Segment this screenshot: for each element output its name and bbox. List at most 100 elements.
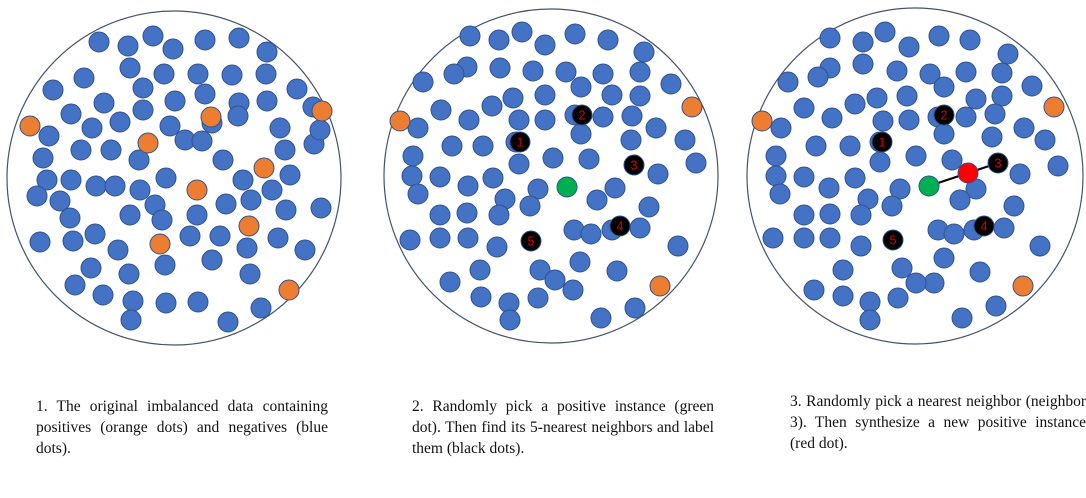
negative-dot-blue xyxy=(107,239,129,261)
negative-dot-blue xyxy=(187,291,209,313)
negative-dot-blue xyxy=(886,60,908,82)
negative-dot-blue xyxy=(1009,163,1031,185)
negative-dot-blue xyxy=(889,178,911,200)
negative-dot-blue xyxy=(120,309,142,331)
negative-dot-blue xyxy=(488,204,510,226)
negative-dot-blue xyxy=(1047,155,1069,177)
negative-dot-blue xyxy=(844,93,866,115)
negative-dot-blue xyxy=(85,175,107,197)
negative-dot-blue xyxy=(919,63,941,85)
positive-dot-orange xyxy=(1043,96,1065,118)
negative-dot-blue xyxy=(1003,195,1025,217)
panel-original-data xyxy=(6,10,342,346)
negative-dot-blue xyxy=(805,135,827,157)
negative-dot-blue xyxy=(928,25,950,47)
negative-dot-blue xyxy=(109,111,131,133)
negative-dot-blue xyxy=(869,151,891,173)
negative-dot-blue xyxy=(29,231,51,253)
neighbor-label: 3 xyxy=(631,159,638,173)
negative-dot-blue xyxy=(943,223,965,245)
caption-step-2: 2. Randomly pick a positive instance (gr… xyxy=(412,398,714,457)
negative-dot-blue xyxy=(430,99,452,121)
negative-dot-blue xyxy=(470,286,492,308)
negative-dot-blue xyxy=(153,63,175,85)
neighbor-label: 4 xyxy=(617,220,624,234)
negative-dot-blue xyxy=(629,85,651,107)
negative-dot-blue xyxy=(542,147,564,169)
negative-dot-blue xyxy=(236,237,258,259)
negative-dot-blue xyxy=(62,230,84,252)
positive-dot-orange xyxy=(238,215,260,237)
negative-dot-blue xyxy=(104,175,126,197)
positive-dot-orange xyxy=(649,275,671,297)
negative-dot-blue xyxy=(142,25,164,47)
negative-dot-blue xyxy=(310,197,332,219)
negative-dot-blue xyxy=(991,62,1013,84)
positive-dot-orange xyxy=(186,179,208,201)
sample-space-circle xyxy=(746,7,1084,345)
neighbor-label: 2 xyxy=(579,109,586,123)
negative-dot-blue xyxy=(128,149,150,171)
positive-dot-orange xyxy=(389,110,411,132)
negative-dot-blue xyxy=(544,269,566,291)
negative-dot-blue xyxy=(508,153,530,175)
negative-dot-blue xyxy=(592,63,614,85)
negative-dot-blue xyxy=(443,63,465,85)
positive-dot-orange xyxy=(137,132,159,154)
negative-dot-blue xyxy=(818,177,840,199)
positive-dot-orange xyxy=(200,106,222,128)
negative-dot-blue xyxy=(159,115,181,137)
negative-dot-blue xyxy=(905,145,927,167)
negative-dot-blue xyxy=(457,227,479,249)
neighbor-label: 2 xyxy=(941,109,948,123)
negative-dot-blue xyxy=(36,169,58,191)
neighbor-dot-black xyxy=(623,154,645,176)
negative-dot-blue xyxy=(407,183,429,205)
neighbor-dot-black xyxy=(987,152,1009,174)
negative-dot-blue xyxy=(129,179,151,201)
negative-dot-blue xyxy=(832,259,854,281)
negative-dot-blue xyxy=(194,29,216,51)
negative-dot-blue xyxy=(1013,117,1035,139)
negative-dot-blue xyxy=(629,217,651,239)
negative-dot-blue xyxy=(621,105,643,127)
negative-dot-blue xyxy=(92,284,114,306)
negative-dot-blue xyxy=(482,167,504,189)
negative-dot-blue xyxy=(951,307,973,329)
negative-dot-blue xyxy=(534,34,556,56)
negative-dot-blue xyxy=(42,79,64,101)
negative-dot-blue xyxy=(186,204,208,226)
neighbor-dot-black xyxy=(973,215,995,237)
positive-dot-orange xyxy=(751,110,773,132)
neighbor-label: 1 xyxy=(517,136,524,150)
neighbor-dot-black xyxy=(609,215,631,237)
negative-dot-blue xyxy=(769,183,791,205)
negative-dot-blue xyxy=(803,279,825,301)
negative-dot-blue xyxy=(993,217,1015,239)
negative-dot-blue xyxy=(88,31,110,53)
panel-synthesize: 1 2 3 4 5 xyxy=(746,7,1084,345)
negative-dot-blue xyxy=(73,67,95,89)
negative-dot-blue xyxy=(441,135,463,157)
neighbor-label: 5 xyxy=(890,234,897,248)
negative-dot-blue xyxy=(570,123,592,145)
negative-dot-blue xyxy=(256,41,278,63)
negative-dot-blue xyxy=(59,207,81,229)
negative-dot-blue xyxy=(239,263,261,285)
negative-dot-blue xyxy=(132,99,154,121)
negative-dot-blue xyxy=(667,235,689,257)
negative-dot-blue xyxy=(294,239,316,261)
negative-dot-blue xyxy=(564,23,586,45)
synthetic-positive-dot-red xyxy=(957,162,979,184)
negative-dot-blue xyxy=(850,204,872,226)
negative-dot-blue xyxy=(269,117,291,139)
negative-dot-blue xyxy=(933,247,955,269)
negative-dot-blue xyxy=(457,175,479,197)
negative-dot-blue xyxy=(519,195,541,217)
selected-positive-dot-green xyxy=(918,175,940,197)
negative-dot-blue xyxy=(606,260,628,282)
negative-dot-blue xyxy=(949,189,971,211)
negative-dot-blue xyxy=(26,185,48,207)
negative-dot-blue xyxy=(179,225,201,247)
selected-positive-dot-green xyxy=(556,176,578,198)
